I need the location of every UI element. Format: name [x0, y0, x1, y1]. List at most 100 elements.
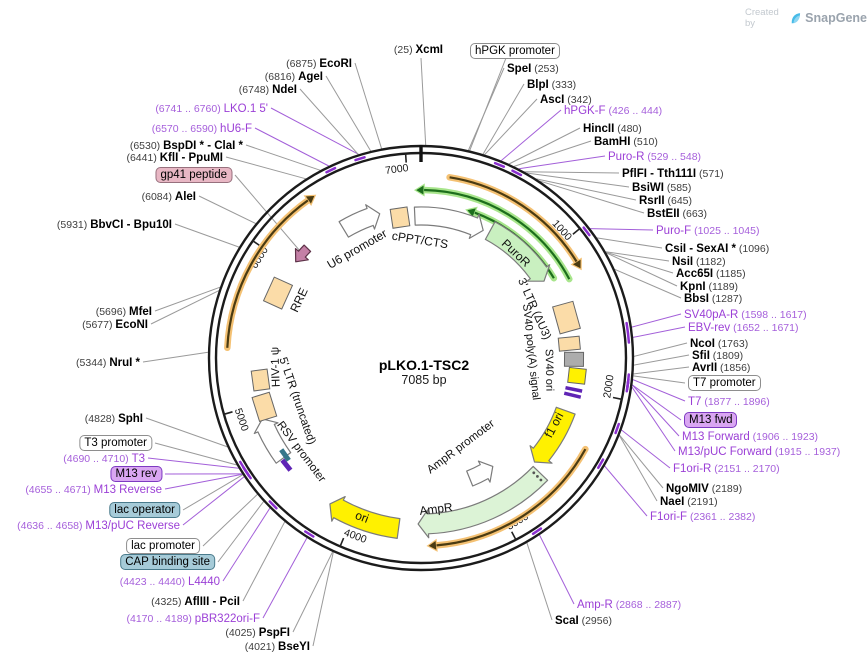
site-label-ndei[interactable]: (6748) NdeI — [238, 84, 297, 96]
site-label-m13-puc-reverse[interactable]: (4636 .. 4658) M13/pUC Reverse — [17, 520, 180, 532]
site-label-bsteii[interactable]: BstEII (663) — [647, 208, 708, 220]
orf-arc-top-right[interactable] — [449, 176, 578, 263]
feature-u6-promoter-arrow[interactable] — [338, 204, 381, 238]
primer-mark-ebv-rev — [626, 331, 631, 344]
site-label-bspdi-clai[interactable]: (6530) BspDI * - ClaI * — [129, 140, 243, 152]
site-label-ebv-rev[interactable]: EBV-rev (1652 .. 1671) — [688, 322, 799, 334]
site-label-t7-promoter[interactable]: T7 promoter — [688, 375, 761, 391]
site-label-bamhi[interactable]: BamHI (510) — [594, 136, 658, 148]
label-ampr[interactable]: AmpR — [419, 500, 454, 518]
site-label-ngomiv[interactable]: NgoMIV (2189) — [666, 483, 743, 495]
feature-m13rev-mark[interactable] — [280, 458, 293, 472]
site-label-xcmi[interactable]: (25) XcmI — [393, 44, 443, 56]
leader-line-f1ori-r — [621, 429, 671, 469]
site-label-kfli-ppumi[interactable]: (6441) KflI - PpuMI — [126, 152, 223, 164]
site-label-asci[interactable]: AscI (342) — [540, 94, 592, 106]
feature-ori-arrow[interactable] — [329, 496, 401, 539]
site-label-m13-forward[interactable]: M13 Forward (1906 .. 1923) — [682, 431, 819, 443]
site-label-hpgk-promoter[interactable]: hPGK promoter — [470, 43, 560, 59]
primer-mark-hpgk-f — [493, 161, 506, 168]
site-label-ecori[interactable]: (6875) EcoRI — [286, 58, 352, 70]
label-hiv1-psi[interactable]: HIV-1 ψ — [269, 347, 282, 388]
site-label-sfii[interactable]: SfiI (1809) — [692, 350, 744, 362]
site-label-lko1-5[interactable]: (6741 .. 6760) LKO.1 5' — [155, 103, 268, 115]
site-label-naei[interactable]: NaeI (2191) — [660, 496, 718, 508]
site-label-amp-r[interactable]: Amp-R (2868 .. 2887) — [577, 599, 682, 611]
site-label-nrui[interactable]: (5344) NruI * — [76, 357, 140, 369]
primer-mark-m13-puc-forward — [625, 380, 630, 393]
site-label-puro-f[interactable]: Puro-F (1025 .. 1045) — [656, 225, 760, 237]
site-label-pbr322ori-f[interactable]: (4170 .. 4189) pBR322ori-F — [126, 613, 261, 625]
feature-5ltr-box2[interactable] — [250, 368, 271, 392]
site-label-m13-puc-forward[interactable]: M13/pUC Forward (1915 .. 1937) — [678, 446, 841, 458]
feature-3ltr-box[interactable] — [552, 300, 581, 335]
site-label-m13-fwd[interactable]: M13 fwd — [684, 412, 738, 428]
feature-t7-mark[interactable] — [565, 385, 583, 393]
orf-arc-bottom-right[interactable] — [436, 448, 587, 547]
leader-line-t3-promoter — [154, 442, 238, 466]
site-label-alei[interactable]: (6084) AleI — [141, 191, 196, 203]
label-ori[interactable]: ori — [353, 508, 370, 526]
site-label-f1ori-f[interactable]: F1ori-F (2361 .. 2382) — [650, 511, 756, 523]
site-label-afliii-pcii[interactable]: (4325) AflIII - PciI — [151, 596, 240, 608]
site-label-t3[interactable]: (4690 .. 4710) T3 — [63, 453, 145, 465]
site-label-rsrii[interactable]: RsrII (645) — [639, 195, 693, 207]
feature-sv40ori-box[interactable] — [567, 366, 587, 385]
site-label-ncoi[interactable]: NcoI (1763) — [690, 338, 749, 350]
feature-cppt-box[interactable] — [389, 206, 411, 229]
leader-line-cap-binding-site — [217, 501, 264, 563]
feature-ampr-promoter-arrow[interactable] — [466, 460, 494, 487]
site-label-l4440[interactable]: (4423 .. 4440) L4440 — [119, 576, 220, 588]
label-sv40ori[interactable]: SV40 ori — [543, 349, 556, 391]
site-label-agei[interactable]: (6816) AgeI — [264, 71, 323, 83]
feature-f1ori-arrow[interactable] — [529, 406, 576, 464]
site-label-kpni[interactable]: KpnI (1189) — [680, 281, 739, 293]
site-label-spei[interactable]: SpeI (253) — [507, 63, 559, 75]
orf-arc-green-outer[interactable] — [424, 188, 571, 280]
site-label-hincii[interactable]: HincII (480) — [583, 123, 642, 135]
site-label-acc65i[interactable]: Acc65I (1185) — [676, 268, 746, 280]
site-label-nsii[interactable]: NsiI (1182) — [672, 256, 726, 268]
site-label-m13-reverse[interactable]: (4655 .. 4671) M13 Reverse — [25, 484, 162, 496]
feature-ampr-arrow[interactable] — [417, 465, 549, 539]
site-label-t3-promoter[interactable]: T3 promoter — [79, 435, 152, 451]
site-label-puro-r[interactable]: Puro-R (529 .. 548) — [608, 151, 702, 163]
site-label-blpi[interactable]: BlpI (333) — [527, 79, 577, 91]
site-label-scai[interactable]: ScaI (2956) — [555, 615, 612, 627]
site-label-hpgk-f[interactable]: hPGK-F (426 .. 444) — [564, 105, 663, 117]
site-label-t7[interactable]: T7 (1877 .. 1896) — [688, 396, 770, 408]
feature-lac-operator-mark[interactable] — [279, 448, 291, 462]
site-label-pflfi-tth111i[interactable]: PflFI - Tth111I (571) — [622, 168, 724, 180]
feature-5ltr-box1[interactable] — [251, 391, 278, 423]
site-label-lac-promoter[interactable]: lac promoter — [126, 538, 200, 554]
tick-4000 — [339, 537, 345, 547]
site-label-cap-binding-site[interactable]: CAP binding site — [120, 554, 215, 570]
feature-sv40-gray-box[interactable] — [563, 351, 585, 367]
feature-m13fwd-mark[interactable] — [563, 391, 582, 399]
feature-rre-box[interactable] — [262, 276, 294, 310]
feature-puror-arrow[interactable] — [484, 221, 551, 282]
feature-cppt-arrow[interactable] — [413, 206, 484, 239]
leader-line-puro-r — [518, 155, 606, 170]
leader-line-lko1-5 — [270, 107, 359, 155]
site-label-pspfi[interactable]: (4025) PspFI — [225, 627, 290, 639]
site-label-bsiwi[interactable]: BsiWI (585) — [632, 182, 692, 194]
site-label-lac-operator[interactable]: lac operator — [109, 502, 180, 518]
site-label-econi[interactable]: (5677) EcoNI — [82, 319, 148, 331]
site-label-csii-sexai[interactable]: CsiI - SexAI * (1096) — [665, 243, 770, 255]
site-label-mfei[interactable]: (5696) MfeI — [95, 306, 152, 318]
feature-sv40pa-box[interactable] — [557, 335, 581, 352]
site-label-gp41-peptide[interactable]: gp41 peptide — [155, 167, 232, 183]
site-label-avrii[interactable]: AvrII (1856) — [692, 362, 751, 374]
site-label-sv40pa-r[interactable]: SV40pA-R (1598 .. 1617) — [684, 309, 807, 321]
site-label-m13-rev[interactable]: M13 rev — [110, 466, 162, 482]
site-label-hu6-f[interactable]: (6570 .. 6590) hU6-F — [151, 123, 252, 135]
site-label-f1ori-r[interactable]: F1ori-R (2151 .. 2170) — [673, 463, 780, 475]
leader-line-m13-fwd — [632, 384, 682, 421]
site-label-bseyi[interactable]: (4021) BseYI — [244, 641, 310, 653]
site-label-bbsi[interactable]: BbsI (1287) — [684, 293, 743, 305]
site-label-sphi[interactable]: (4828) SphI — [84, 413, 143, 425]
orf-arc-upper-left[interactable] — [226, 199, 309, 348]
feature-gp41-peptide-arrow[interactable] — [294, 244, 312, 263]
site-label-bbvci-bpu10i[interactable]: (5931) BbvCI - Bpu10I — [56, 219, 172, 231]
